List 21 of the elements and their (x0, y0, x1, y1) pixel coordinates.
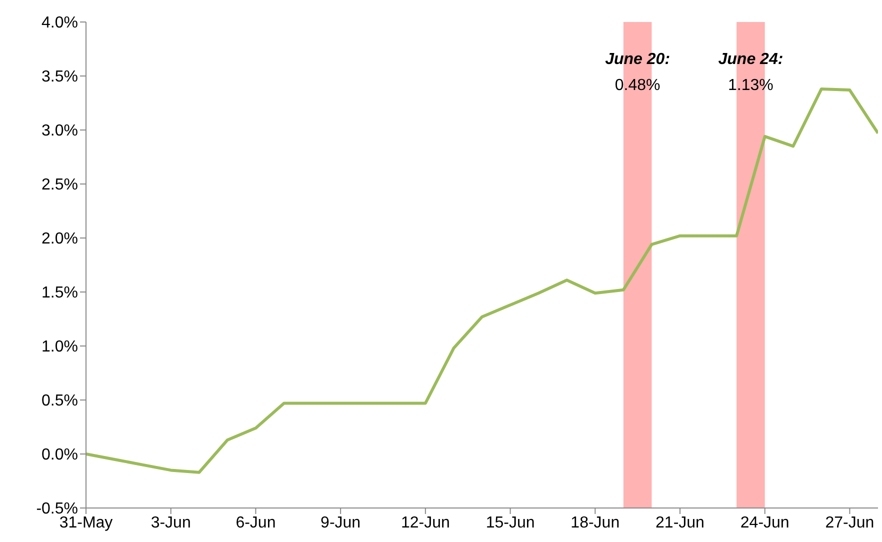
x-tick-label: 3-Jun (150, 514, 191, 532)
y-tick-label: 2.5% (42, 176, 78, 194)
y-tick-label: 3.5% (42, 68, 78, 86)
y-tick-label: 0.0% (42, 446, 78, 464)
y-tick-label: 2.0% (42, 230, 78, 248)
x-tick-label: 27-Jun (825, 514, 874, 532)
y-tick-label: 0.5% (42, 392, 78, 410)
x-tick-label: 15-Jun (486, 514, 535, 532)
y-tick-label: 4.0% (42, 14, 78, 32)
band-label: June 24: 1.13% (718, 51, 784, 94)
x-tick-label: 31-May (59, 514, 113, 532)
x-tick-label: 21-Jun (656, 514, 704, 532)
band-label: June 20: 0.48% (605, 51, 670, 94)
y-tick-label: 1.5% (42, 284, 78, 302)
x-tick-label: 24-Jun (740, 514, 790, 532)
x-tick-label: 6-Jun (236, 514, 276, 532)
x-tick-label: 9-Jun (320, 514, 361, 532)
x-tick-label: 12-Jun (400, 514, 450, 532)
x-tick-label: 18-Jun (570, 514, 620, 532)
y-tick-label: 1.0% (42, 338, 78, 356)
y-tick-label: 3.0% (42, 122, 78, 140)
